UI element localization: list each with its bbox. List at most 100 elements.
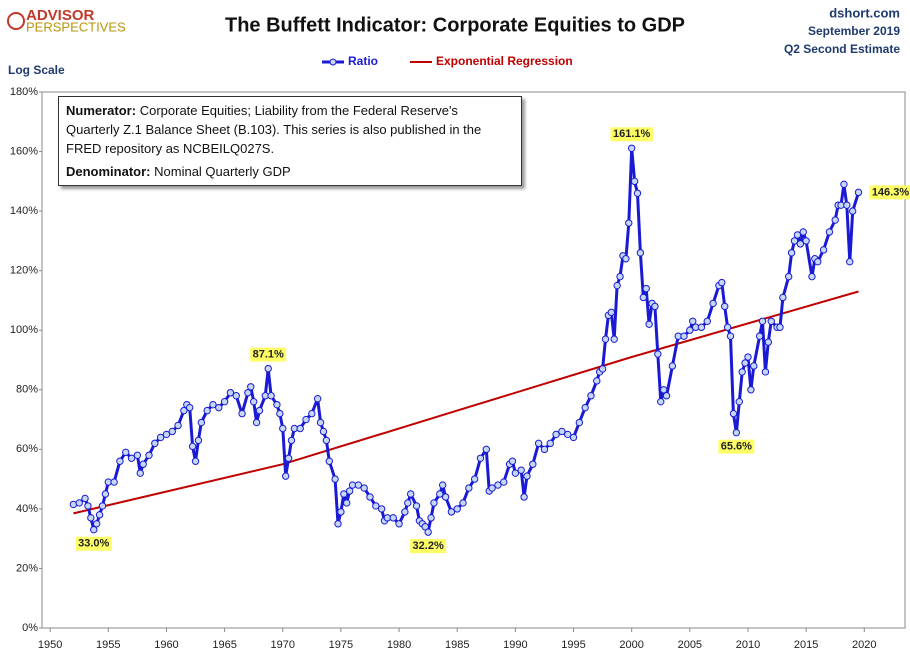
ratio-point xyxy=(814,258,822,266)
ratio-point xyxy=(438,481,447,489)
ratio-point xyxy=(738,368,746,376)
ratio-point xyxy=(136,469,144,477)
ratio-point xyxy=(84,502,92,510)
denominator: Denominator: Nominal Quarterly GDP xyxy=(66,162,514,181)
x-tick-label: 1965 xyxy=(212,639,236,651)
ratio-point xyxy=(238,409,246,418)
ratio-point xyxy=(709,299,717,308)
ratio-point xyxy=(843,201,851,209)
logo-mark xyxy=(7,12,25,30)
x-tick-label: 2020 xyxy=(852,639,876,651)
ratio-point xyxy=(220,397,229,406)
ratio-point xyxy=(764,338,773,346)
ratio-point xyxy=(627,144,636,152)
ratio-point xyxy=(209,400,217,409)
ratio-point xyxy=(156,433,165,442)
ratio-point xyxy=(273,400,281,409)
x-tick-label: 1970 xyxy=(271,639,295,651)
ratio-point xyxy=(424,528,432,536)
ratio-point xyxy=(758,317,767,325)
x-tick-label: 1955 xyxy=(96,639,120,651)
ratio-point xyxy=(296,424,304,433)
ratio-point xyxy=(203,406,211,415)
ratio-point xyxy=(334,520,342,528)
annotation-bg xyxy=(718,439,755,454)
ratio-point xyxy=(145,451,153,459)
ratio-point xyxy=(162,430,171,439)
ratio-point xyxy=(529,460,537,468)
ratio-point xyxy=(180,406,188,415)
y-tick-label: 180% xyxy=(10,86,38,98)
ratio-point xyxy=(607,308,616,317)
ratio-point xyxy=(523,472,531,480)
ratio-point xyxy=(313,395,322,403)
ratio-point xyxy=(808,272,816,281)
ratio-point xyxy=(281,472,290,480)
ratio-point xyxy=(659,386,668,394)
ratio-point xyxy=(540,445,549,454)
annotation-label: 87.1% xyxy=(253,349,284,361)
x-tick-label: 2005 xyxy=(678,639,702,651)
ratio-point xyxy=(174,421,182,430)
ratio-point xyxy=(517,466,525,474)
ratio-point xyxy=(723,323,732,331)
ratio-point xyxy=(790,237,799,245)
ratio-point xyxy=(511,469,520,477)
ratio-point xyxy=(747,386,755,394)
ratio-point xyxy=(796,240,805,248)
ratio-point xyxy=(494,481,502,489)
ratio-point xyxy=(249,397,258,406)
annotation-label: 33.0% xyxy=(78,538,109,550)
x-tick-label: 1990 xyxy=(503,639,527,651)
ratio-point xyxy=(779,293,787,302)
plot-frame xyxy=(41,91,906,629)
ratio-point xyxy=(587,392,595,400)
ratio-point xyxy=(255,406,264,415)
x-tick-label: 1980 xyxy=(387,639,411,651)
ratio-point xyxy=(680,332,688,340)
ratio-point xyxy=(642,284,650,293)
ratio-point xyxy=(831,216,839,224)
ratio-point xyxy=(92,520,101,528)
ratio-point xyxy=(657,397,665,406)
x-tick-label: 2000 xyxy=(619,639,643,651)
denominator-label: Denominator: xyxy=(66,164,151,179)
ratio-point xyxy=(703,317,711,325)
ratio-point xyxy=(520,493,528,501)
ratio-point xyxy=(279,424,287,433)
ratio-point xyxy=(633,189,642,197)
ratio-point xyxy=(226,389,235,397)
ratio-point xyxy=(427,514,435,522)
ratio-point xyxy=(139,460,147,468)
ratio-point xyxy=(793,231,802,239)
x-tick-label: 1960 xyxy=(154,639,178,651)
ratio-line xyxy=(73,146,860,534)
annotation-label: 146.3% xyxy=(872,186,910,198)
ratio-point xyxy=(276,409,284,418)
x-tick-label: 1975 xyxy=(329,639,353,651)
ratio-point xyxy=(569,433,578,442)
ratio-point xyxy=(87,514,95,522)
ratio-point xyxy=(610,335,618,343)
ratio-point xyxy=(372,502,380,510)
ratio-point xyxy=(558,427,566,436)
ratio-point xyxy=(668,362,677,370)
ratio-point xyxy=(406,490,415,498)
ratio-point xyxy=(133,451,142,459)
ratio-point xyxy=(447,508,456,516)
ratio-point xyxy=(735,397,743,406)
annotation-label: 65.6% xyxy=(721,441,752,453)
ratio-point xyxy=(459,499,467,507)
annotation-label: 32.2% xyxy=(413,540,444,552)
ratio-point xyxy=(287,436,296,445)
ratio-point xyxy=(776,323,784,331)
ratio-point xyxy=(476,454,485,462)
ratio-point xyxy=(645,320,653,328)
ratio-point xyxy=(625,219,633,227)
ratio-point xyxy=(819,246,828,254)
ratio-point xyxy=(98,502,107,510)
ratio-point xyxy=(784,272,793,281)
ratio-point xyxy=(197,418,206,427)
ratio-point xyxy=(232,392,240,400)
ratio-point xyxy=(787,249,796,257)
